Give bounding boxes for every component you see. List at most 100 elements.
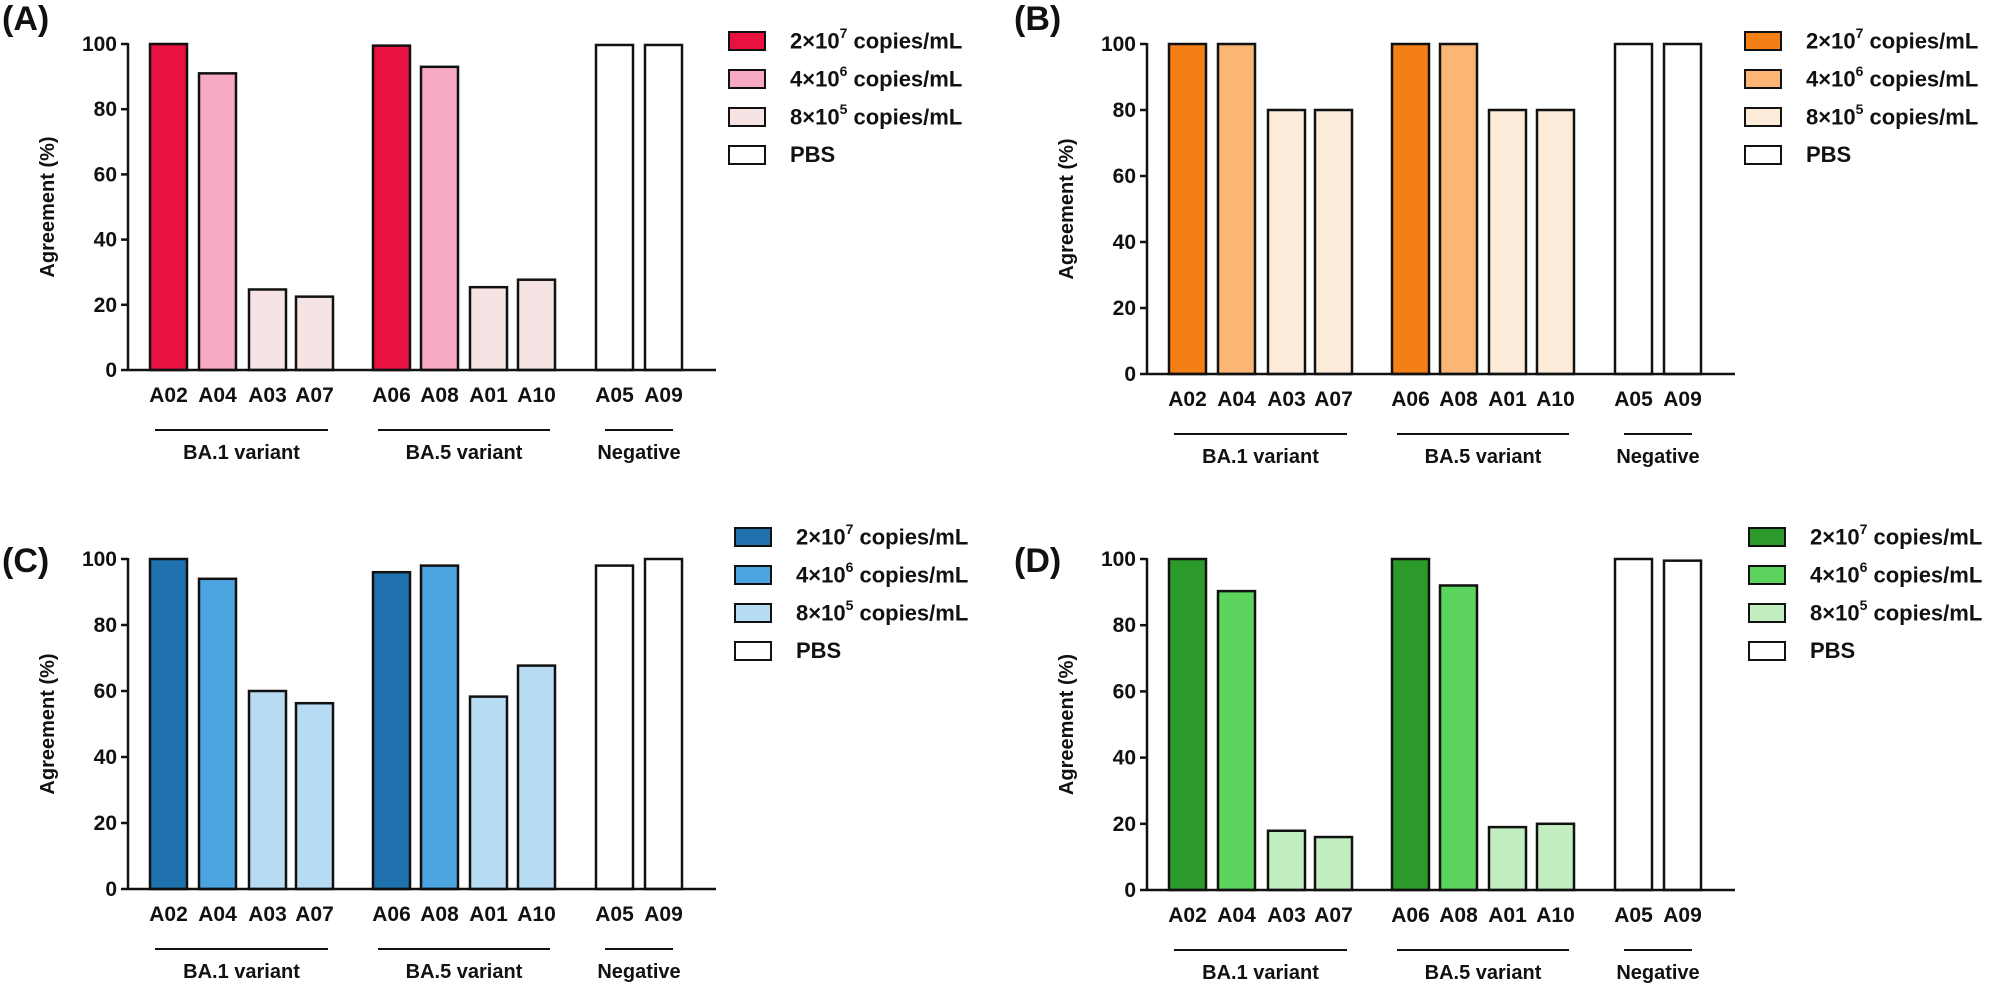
group-label: Negative <box>597 442 680 464</box>
legend-item: 8×105 copies/mL <box>734 594 968 632</box>
group-label: BA.5 variant <box>406 442 523 464</box>
bar-a10 <box>516 664 557 891</box>
panel-d: (D) 0 20 40 60 80 100 Agreement (%) A02 A04 A03 A0… <box>1014 500 2001 992</box>
panel-label: (D) <box>1014 542 1062 580</box>
y-tick-label: 0 <box>105 878 117 901</box>
legend-swatch <box>1744 69 1782 89</box>
bar-a08 <box>1438 42 1479 376</box>
x-tick-label: A02 <box>149 903 188 926</box>
x-tick-label: A04 <box>198 903 237 926</box>
legend-label: 2×107 copies/mL <box>1810 521 1983 550</box>
y-tick-label: 80 <box>1113 614 1136 637</box>
panel-b: (B) 0 20 40 60 80 100 Agreement (%) A02 A04 A03 A0… <box>1014 0 2001 492</box>
x-tick-label: A10 <box>517 903 556 926</box>
x-tick-label: A03 <box>1267 904 1306 927</box>
bar-a03 <box>247 288 288 372</box>
legend-label: 8×105 copies/mL <box>790 101 963 130</box>
bar-a05 <box>1613 557 1654 892</box>
bar-a09 <box>643 43 684 372</box>
panel-label: (C) <box>2 542 50 580</box>
legend-swatch <box>1744 145 1782 165</box>
y-tick-label: 0 <box>1124 363 1136 386</box>
x-tick-label: A10 <box>1536 904 1575 927</box>
x-tick-label: A05 <box>1614 388 1653 411</box>
y-tick-label: 40 <box>94 229 117 252</box>
x-tick-label: A05 <box>595 903 634 926</box>
legend-item: 2×107 copies/mL <box>1744 22 1978 60</box>
x-tick-label: A03 <box>1267 388 1306 411</box>
bar-a05 <box>594 43 635 372</box>
legend-label: PBS <box>1806 142 1852 167</box>
legend: 2×107 copies/mL 4×106 copies/mL 8×105 copi… <box>1748 518 1982 670</box>
legend-swatch <box>728 69 766 89</box>
bar-a01 <box>468 285 509 372</box>
bar-a06 <box>371 570 412 891</box>
legend-swatch <box>1748 641 1786 661</box>
group-label: Negative <box>1616 446 1699 468</box>
bar-a04 <box>1216 42 1257 376</box>
x-tick-label: A08 <box>420 384 459 407</box>
x-tick-label: A01 <box>469 384 508 407</box>
legend-item: PBS <box>734 632 968 670</box>
y-tick-label: 60 <box>1113 165 1136 188</box>
bar-a08 <box>419 564 460 891</box>
bar-a04 <box>197 72 238 372</box>
legend-swatch <box>1748 565 1786 585</box>
x-tick-label: A01 <box>469 903 508 926</box>
x-tick-label: A01 <box>1488 904 1527 927</box>
legend-swatch <box>728 31 766 51</box>
x-tick-label: A08 <box>1439 388 1478 411</box>
x-tick-label: A10 <box>1536 388 1575 411</box>
legend-item: 2×107 copies/mL <box>728 22 962 60</box>
y-tick-label: 80 <box>94 614 117 637</box>
group-label: BA.1 variant <box>1202 962 1319 984</box>
bar-a07 <box>1313 108 1354 376</box>
y-tick-label: 40 <box>94 746 117 769</box>
y-axis-title: Agreement (%) <box>1056 654 1078 795</box>
legend-swatch <box>1744 31 1782 51</box>
legend-item: 4×106 copies/mL <box>1748 556 1982 594</box>
x-tick-label: A07 <box>295 384 334 407</box>
y-axis-title: Agreement (%) <box>37 653 59 794</box>
legend-item: 8×105 copies/mL <box>728 98 962 136</box>
bar-a08 <box>419 65 460 372</box>
x-tick-label: A09 <box>1663 388 1702 411</box>
bar-a09 <box>1662 559 1703 892</box>
x-tick-label: A07 <box>1314 904 1353 927</box>
bar-a09 <box>643 557 684 891</box>
legend-swatch <box>734 603 772 623</box>
bar-a10 <box>1535 822 1576 892</box>
bar-chart: 0 20 40 60 80 100 Agreement (%) A02 A04 A03 A07 A06… <box>37 548 716 983</box>
y-tick-label: 40 <box>1113 231 1136 254</box>
legend-label: 4×106 copies/mL <box>790 63 963 92</box>
x-tick-label: A03 <box>248 384 287 407</box>
bar-a02 <box>1167 42 1208 376</box>
group-label: BA.1 variant <box>183 961 300 983</box>
legend-item: PBS <box>1748 632 1982 670</box>
bar-chart: 0 20 40 60 80 100 Agreement (%) A02 A04 A03 A07 A06… <box>1056 548 1735 984</box>
bar-chart: 0 20 40 60 80 100 Agreement (%) A02 A04 A03 A07 A06… <box>37 33 716 464</box>
y-tick-label: 60 <box>94 680 117 703</box>
group-label: BA.5 variant <box>406 961 523 983</box>
bar-a06 <box>1390 557 1431 892</box>
legend-label: 2×107 copies/mL <box>790 25 963 54</box>
bar-a03 <box>1266 108 1307 376</box>
legend-label: 2×107 copies/mL <box>796 521 969 550</box>
legend-item: 4×106 copies/mL <box>1744 60 1978 98</box>
legend-label: 4×106 copies/mL <box>1810 559 1983 588</box>
bar-chart: 0 20 40 60 80 100 Agreement (%) A02 A04 A03 A07 A06… <box>1056 33 1735 468</box>
y-tick-label: 40 <box>1113 747 1136 770</box>
bar-a09 <box>1662 42 1703 376</box>
y-tick-label: 20 <box>94 812 117 835</box>
y-tick-label: 0 <box>1124 879 1136 902</box>
bar-a08 <box>1438 584 1479 892</box>
bar-a10 <box>516 278 557 372</box>
legend-swatch <box>734 565 772 585</box>
legend-label: 8×105 copies/mL <box>1810 597 1983 626</box>
group-label: BA.5 variant <box>1425 446 1542 468</box>
bar-a01 <box>1487 108 1528 376</box>
x-tick-label: A09 <box>1663 904 1702 927</box>
group-label: Negative <box>1616 962 1699 984</box>
legend-item: PBS <box>728 136 962 174</box>
legend-item: 8×105 copies/mL <box>1748 594 1982 632</box>
